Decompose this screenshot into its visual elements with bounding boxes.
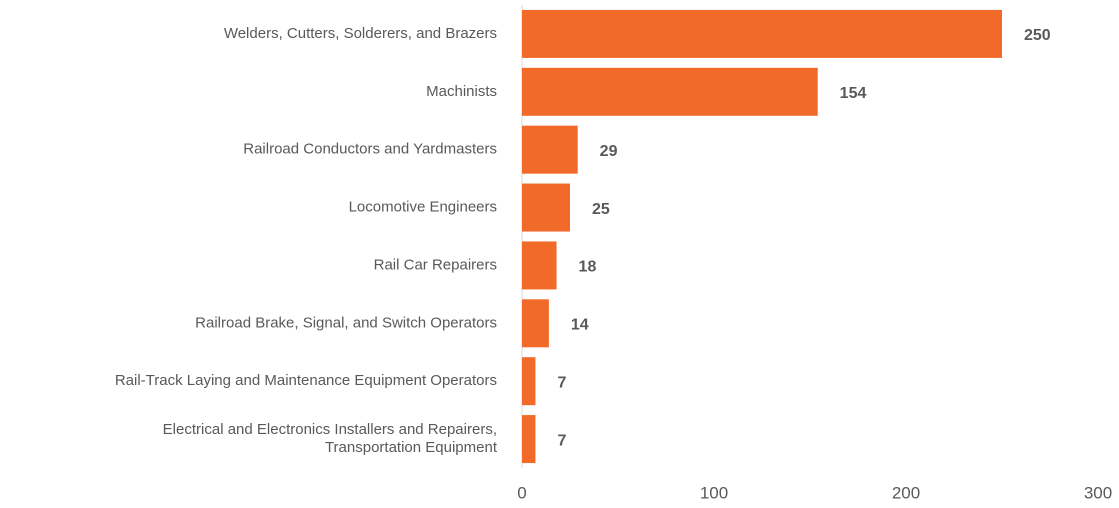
value-label: 14 <box>571 317 589 334</box>
bar <box>522 241 557 290</box>
bar <box>522 415 536 464</box>
category-label: Rail Car Repairers <box>374 256 497 273</box>
category-label: Electrical and Electronics Installers an… <box>163 421 498 456</box>
value-label: 154 <box>840 85 867 102</box>
value-label: 250 <box>1024 27 1051 44</box>
x-tick-label: 0 <box>517 483 526 502</box>
category-label: Machinists <box>426 83 497 100</box>
category-label: Locomotive Engineers <box>349 199 497 216</box>
value-label: 7 <box>557 374 566 391</box>
bar <box>522 125 578 174</box>
bar <box>522 299 549 348</box>
value-label: 18 <box>579 259 597 276</box>
value-label: 7 <box>557 432 566 449</box>
x-tick-label: 100 <box>700 483 728 502</box>
bar <box>522 9 1002 58</box>
category-label: Welders, Cutters, Solderers, and Brazers <box>224 25 497 42</box>
bar <box>522 67 818 116</box>
x-tick-label: 200 <box>892 483 920 502</box>
bar <box>522 357 536 406</box>
category-label: Rail-Track Laying and Maintenance Equipm… <box>115 372 497 389</box>
x-tick-label: 300 <box>1084 483 1112 502</box>
category-label: Railroad Conductors and Yardmasters <box>243 141 497 158</box>
bar <box>522 183 570 232</box>
value-label: 29 <box>600 143 618 160</box>
category-label: Railroad Brake, Signal, and Switch Opera… <box>195 314 497 331</box>
value-label: 25 <box>592 201 610 218</box>
